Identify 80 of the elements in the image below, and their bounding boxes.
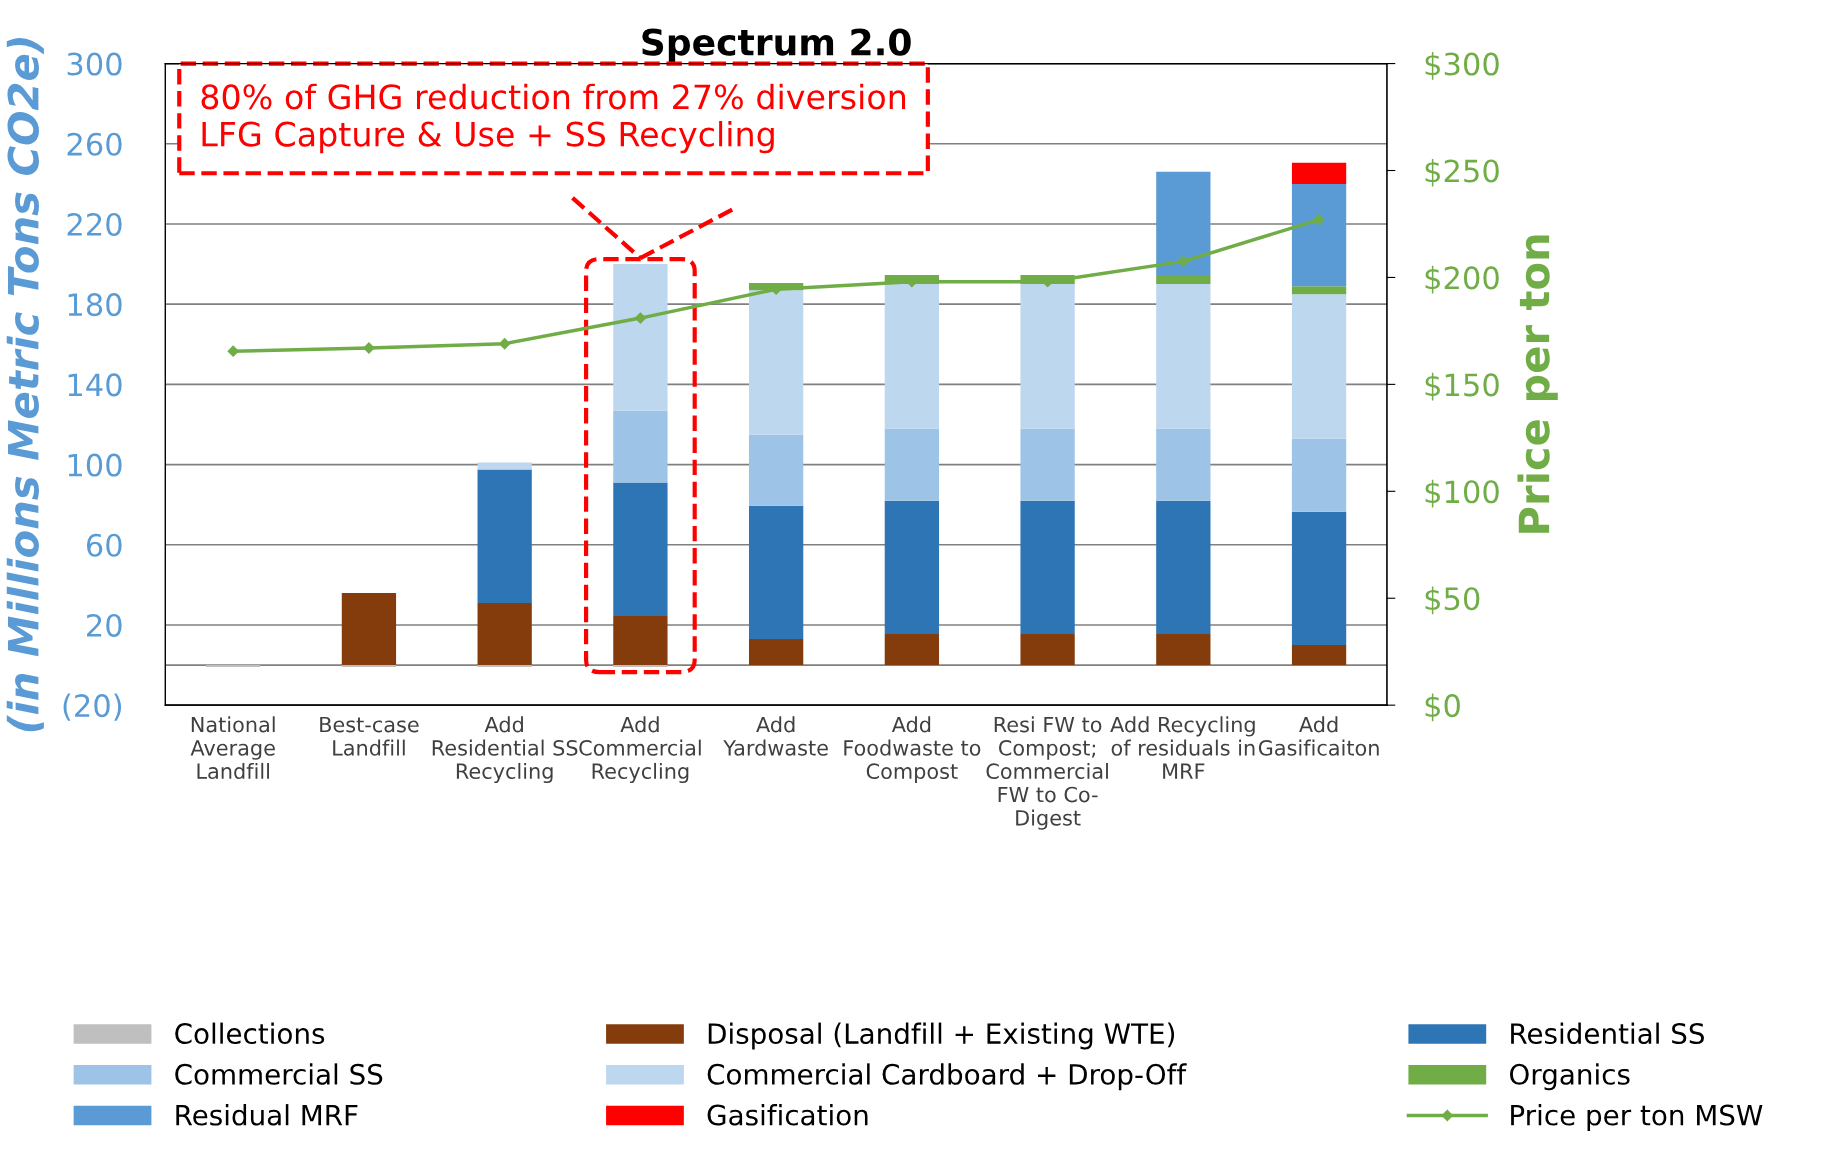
y-tick-label: (20) xyxy=(63,693,122,721)
legend-label: Residential SS xyxy=(1511,1022,1704,1045)
bar xyxy=(748,639,804,666)
y2-tick-label: $50 xyxy=(1425,586,1480,615)
x-tick-label: Add Recycling of residuals in MRF xyxy=(1110,716,1255,779)
y-tick-label: 140 xyxy=(68,373,122,397)
bar xyxy=(1156,428,1211,501)
bar xyxy=(1291,162,1347,184)
x-tick-label: Best-case Landfill xyxy=(320,716,419,756)
y-tick-label: 60 xyxy=(86,533,122,557)
bar xyxy=(613,615,668,666)
y-tick-label: 100 xyxy=(68,453,122,477)
bar xyxy=(613,264,668,411)
annotation: 80% of GHG reduction from 27% diversion LFG Capture & Use + SS Recycling xyxy=(201,83,906,154)
legend-label: Price per ton MSW xyxy=(1511,1104,1763,1131)
legend-label: Collections xyxy=(175,1022,325,1045)
bar xyxy=(884,500,940,634)
bar xyxy=(884,633,940,666)
y2-tick-label: $150 xyxy=(1425,372,1499,401)
bar xyxy=(1291,645,1347,666)
y-tick-label: 300 xyxy=(67,52,122,76)
y-axis-title: (in Millions Metric Tons CO2e) xyxy=(6,38,44,732)
bar xyxy=(1156,284,1211,429)
bar xyxy=(1020,633,1075,666)
bar xyxy=(1156,633,1211,666)
legend-label: Organics xyxy=(1509,1063,1630,1091)
y2-tick-label: $100 xyxy=(1425,479,1499,508)
x-tick-label: Resi FW to Compost; Commercial FW to Co- Digest xyxy=(986,716,1108,830)
point xyxy=(227,345,239,357)
bar xyxy=(1156,275,1211,285)
bar xyxy=(884,428,940,501)
x-tick-label: Add Yardwaste xyxy=(723,716,828,756)
bar xyxy=(1291,438,1347,512)
point xyxy=(1313,214,1325,226)
y2-tick-label: $0 xyxy=(1425,693,1460,722)
legend-label: Residual MRF xyxy=(176,1104,358,1126)
y2-tick-label: $250 xyxy=(1425,158,1499,187)
legend-label: Disposal (Landfill + Existing WTE) xyxy=(708,1022,1175,1050)
legend-label: Commercial Cardboard + Drop-Off xyxy=(707,1063,1187,1091)
legend-label: Gasification xyxy=(707,1104,868,1126)
x-tick-label: Add Commercial Recycling xyxy=(579,716,701,784)
chart-title: Spectrum 2.0 xyxy=(642,28,911,63)
bar xyxy=(748,290,804,435)
bar xyxy=(1020,428,1075,501)
x-tick-label: National Average Landfill xyxy=(190,716,275,780)
legend-label: Commercial SS xyxy=(175,1063,383,1085)
bar xyxy=(1291,294,1347,439)
bar xyxy=(1156,500,1211,634)
point xyxy=(1177,255,1189,268)
bar xyxy=(748,434,804,506)
y-tick-label: 220 xyxy=(67,212,122,237)
x-tick-label: Add Foodwaste to Compost xyxy=(844,716,981,784)
y-tick-label: 260 xyxy=(67,132,122,156)
bar xyxy=(1020,500,1075,634)
bar xyxy=(477,462,532,470)
bar xyxy=(884,284,940,429)
bar xyxy=(477,469,532,603)
point xyxy=(634,312,647,324)
bar xyxy=(1291,511,1347,646)
bar xyxy=(613,410,668,483)
bar xyxy=(613,665,668,668)
bar xyxy=(1291,183,1347,287)
bar xyxy=(1291,286,1347,295)
y-tick-label: 20 xyxy=(87,613,122,638)
y2-tick-label: $300 xyxy=(1425,51,1499,80)
x-tick-label: Add Gasificaiton xyxy=(1258,716,1379,756)
bar xyxy=(341,665,397,668)
bar xyxy=(1156,171,1211,276)
point xyxy=(499,338,511,350)
x-tick-label: Add Residential SS Recycling xyxy=(432,716,578,784)
y-tick-label: 180 xyxy=(68,293,122,317)
y2-tick-label: $200 xyxy=(1425,265,1499,294)
bar xyxy=(341,592,397,666)
y2-axis-title: Price per ton xyxy=(1517,235,1558,533)
bar xyxy=(613,482,668,616)
bar xyxy=(477,602,532,666)
bar xyxy=(748,505,804,639)
bar xyxy=(206,665,261,668)
bar xyxy=(1020,284,1075,429)
bar xyxy=(477,665,532,668)
